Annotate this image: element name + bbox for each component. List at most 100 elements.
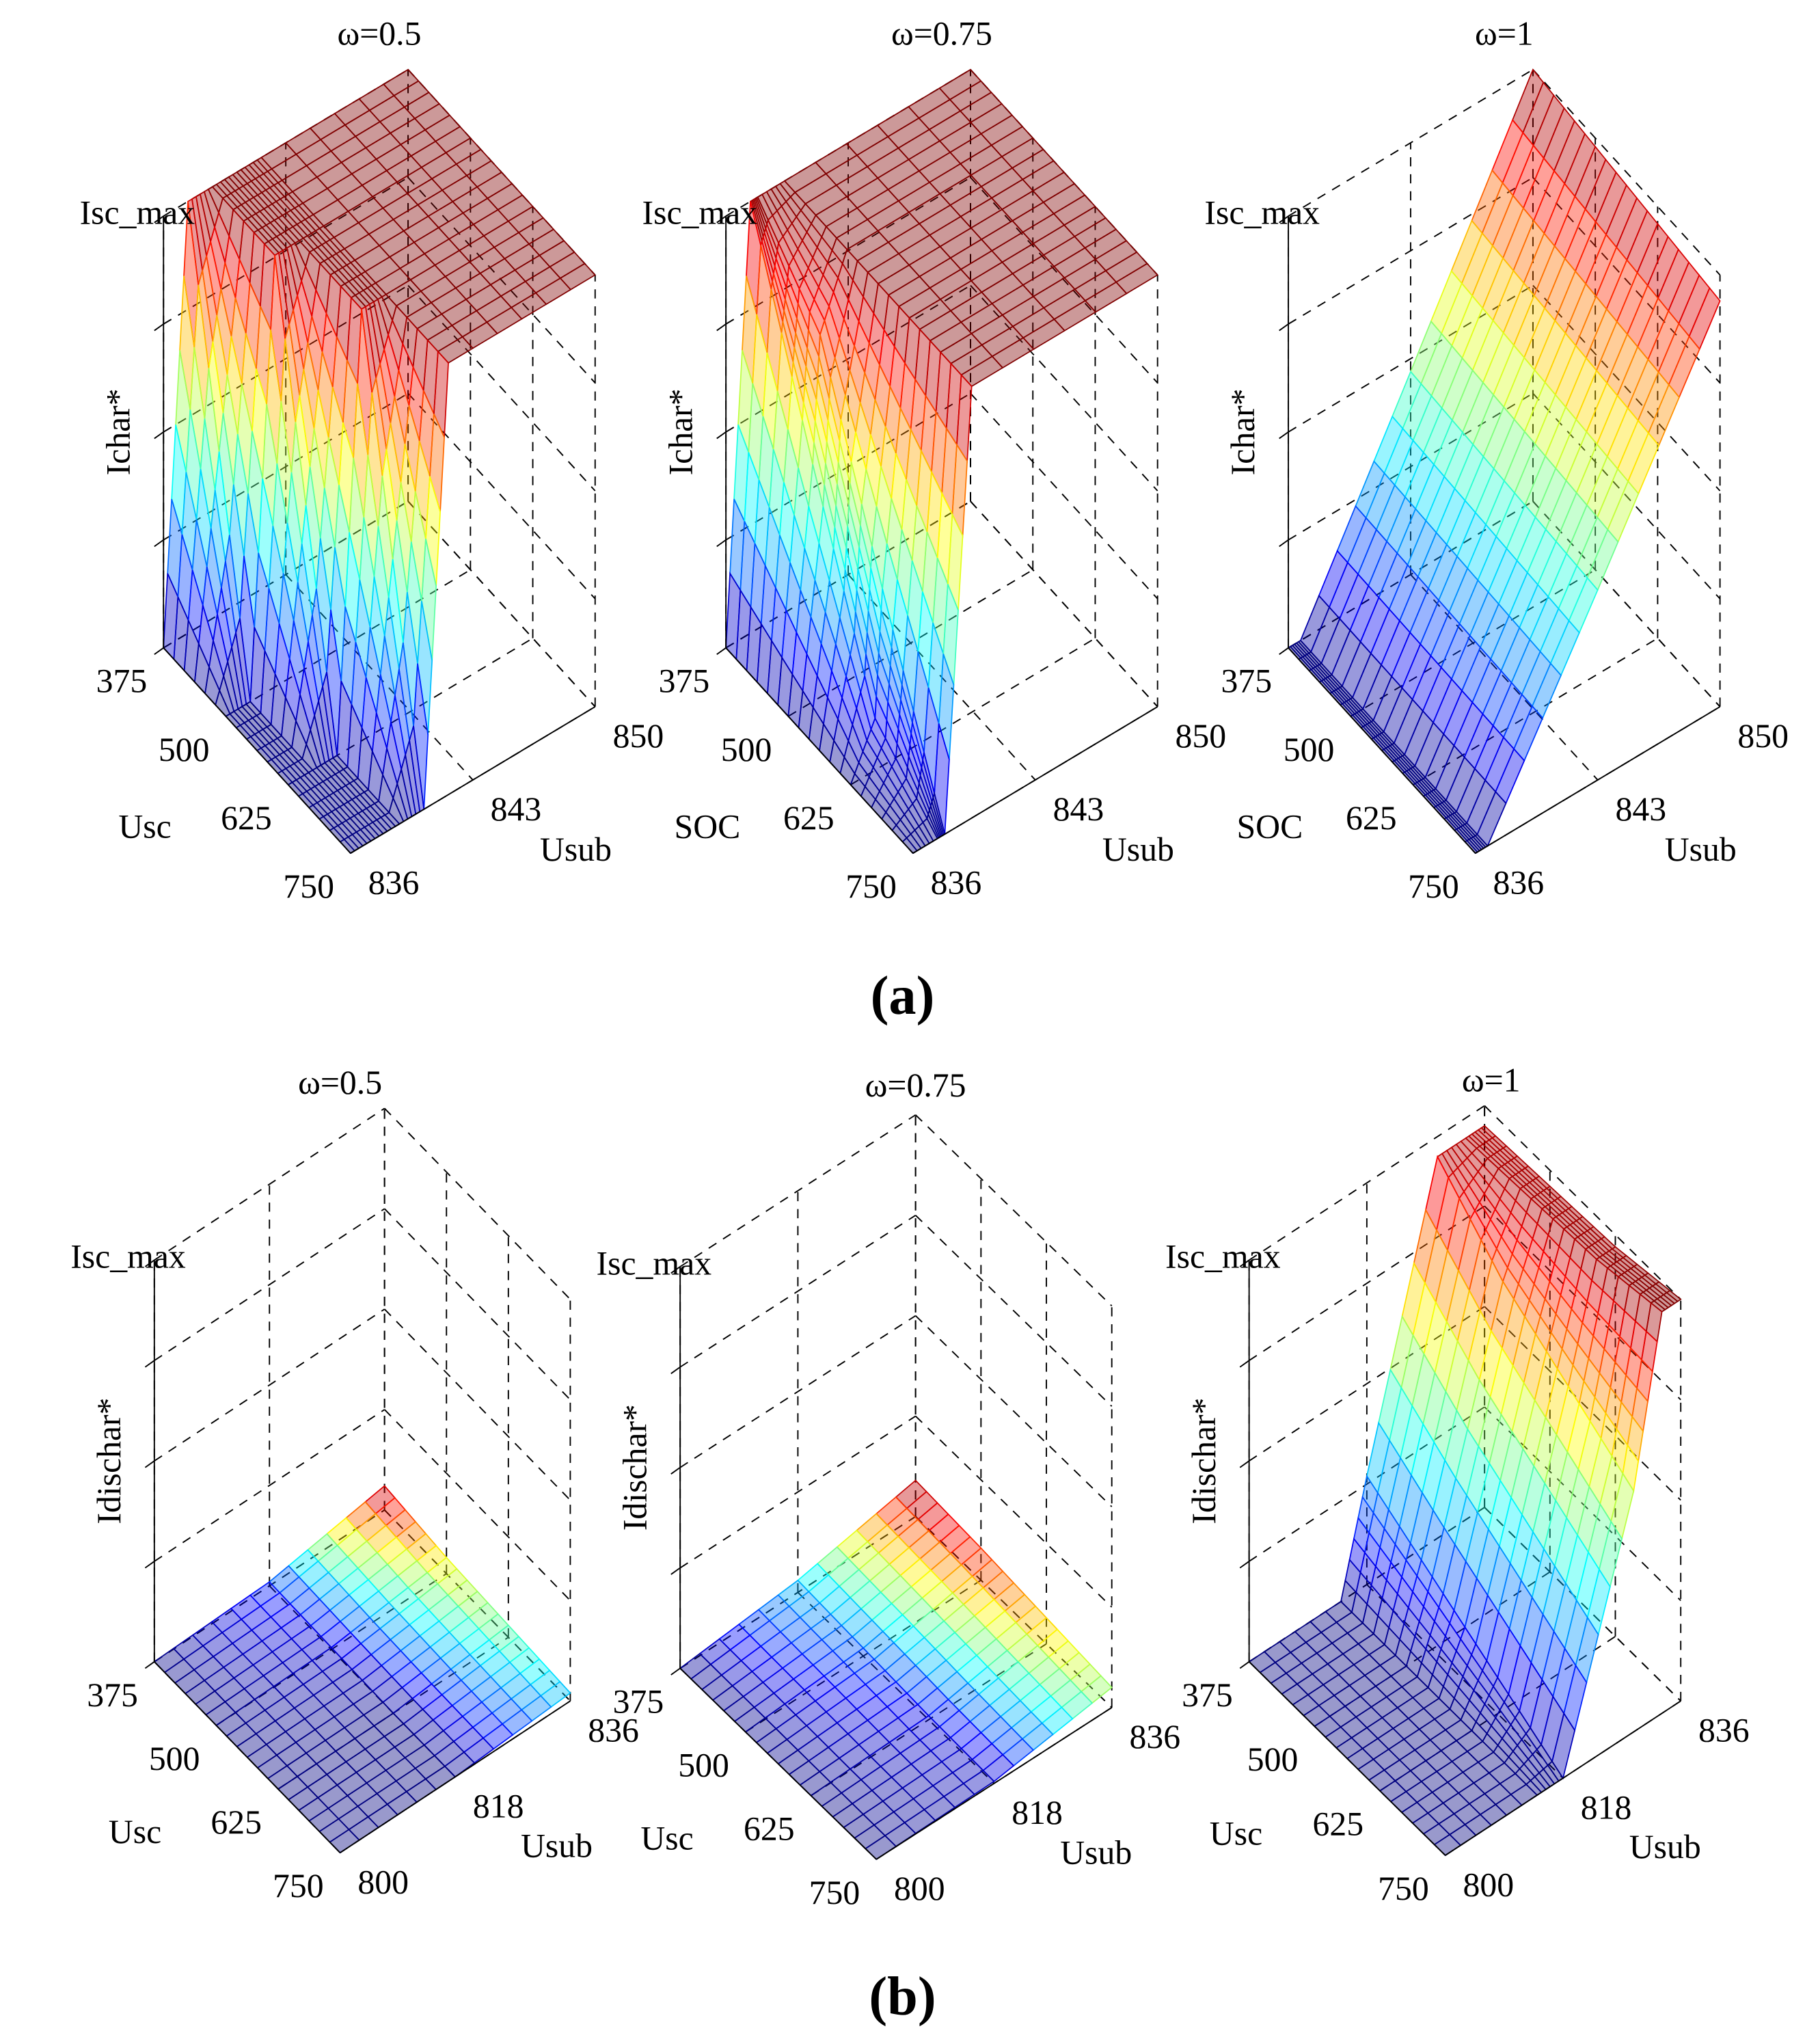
y-axis-label: Usub (540, 831, 612, 868)
z-tick (670, 1366, 681, 1375)
y-tick-label: 843 (1053, 790, 1104, 828)
y-tick-label: 818 (473, 1788, 524, 1825)
z-axis-label: Idischar* (90, 1398, 128, 1524)
y-axis (1475, 705, 1721, 854)
chart-title: ω=0.5 (298, 1064, 382, 1101)
x-tick-label: 750 (1378, 1870, 1429, 1907)
z-tick (144, 1460, 155, 1468)
x-tick-label: 375 (613, 1682, 664, 1720)
chart-title: ω=1 (1475, 14, 1534, 52)
x-tick-label: 375 (87, 1676, 138, 1714)
z-tick (1239, 1360, 1250, 1368)
surface-plot: ω=0.75 375 500 625 750 836 843 850 Isc_max SOC Usu… (642, 14, 1227, 905)
wall-grid-line (1288, 284, 1534, 433)
y-axis-label: Usub (1629, 1828, 1701, 1866)
y-tick-label: 800 (1463, 1866, 1515, 1903)
z-tick-label: Isc_max (1204, 194, 1320, 232)
wall-grid-line (970, 177, 1158, 384)
z-tick (144, 1259, 155, 1267)
wall-grid-line (1288, 68, 1534, 217)
z-tick (670, 1667, 681, 1676)
z-tick-label: Isc_max (1165, 1238, 1281, 1276)
wall-grid-line (163, 500, 409, 649)
wall-grid-line (383, 1208, 571, 1401)
x-tick-label: 500 (149, 1740, 200, 1777)
wall-grid-line (914, 1415, 1113, 1608)
y-axis-label: Usub (521, 1827, 593, 1865)
wall-grid-line (383, 1509, 571, 1702)
floor-grid-line (1366, 1584, 1564, 1779)
surface-plot: ω=0.5 375 500 625 750 836 843 850 Isc_max Usc Usub… (80, 14, 664, 905)
wall-grid-line (383, 1107, 571, 1300)
chart-title: ω=0.75 (891, 14, 992, 52)
x-tick-label: 750 (809, 1874, 860, 1911)
z-tick (144, 1561, 155, 1569)
z-tick-label: Isc_max (70, 1238, 186, 1276)
surface-plot: ω=0.75 375 500 625 750 800 818 836 Isc_max Usc Usu… (597, 1066, 1181, 1911)
wall-grid-line (679, 1315, 917, 1468)
x-tick-label: 750 (1408, 868, 1459, 905)
wall-grid-line (407, 284, 596, 492)
surface-plot: ω=1 375 500 625 750 836 843 850 Isc_max SOC Usub Ic… (1204, 14, 1789, 905)
panel-label: (a) (871, 965, 935, 1026)
y-axis (340, 1700, 571, 1854)
wall-grid-line (679, 1415, 917, 1569)
wall-grid-line (1249, 1406, 1485, 1562)
z-tick (154, 539, 164, 548)
x-tick-label: 500 (1247, 1740, 1299, 1778)
x-axis-label: SOC (675, 807, 741, 845)
y-tick-label: 836 (1698, 1712, 1750, 1749)
wall-grid-line (1249, 1306, 1485, 1462)
z-tick (154, 215, 164, 224)
x-tick-label: 750 (273, 1867, 324, 1905)
z-tick (154, 323, 164, 332)
z-tick (716, 323, 727, 332)
y-tick-label: 843 (1616, 790, 1667, 828)
wall-grid-line (1249, 1507, 1485, 1663)
z-axis-label: Ichar* (662, 388, 699, 475)
x-tick-label: 625 (211, 1803, 262, 1841)
wall-grid-line (725, 284, 971, 433)
y-tick-label: 836 (1130, 1718, 1181, 1756)
z-tick-label: Isc_max (80, 194, 195, 232)
y-axis (1445, 1700, 1681, 1856)
z-tick (716, 539, 727, 548)
wall-grid-line (679, 1114, 917, 1267)
z-axis-label: Ichar* (1224, 388, 1262, 475)
wall-grid-line (1532, 392, 1721, 600)
wall-grid-line (383, 1409, 571, 1602)
wall-grid-line (407, 392, 596, 600)
x-tick-label: 625 (1346, 799, 1397, 837)
z-tick (154, 647, 164, 656)
z-tick (670, 1567, 681, 1575)
x-tick-label: 375 (96, 662, 148, 700)
wall-grid-line (163, 392, 409, 541)
y-axis-label: Usub (1060, 1833, 1132, 1871)
z-tick (1239, 1661, 1250, 1669)
wall-grid-line (1288, 392, 1534, 541)
z-tick (1279, 647, 1289, 656)
wall-grid-line (154, 1409, 385, 1562)
y-tick-label: 836 (588, 1712, 639, 1749)
x-axis (1288, 647, 1476, 854)
wall-grid-line (914, 1215, 1113, 1407)
y-axis-label: Usub (1665, 831, 1737, 868)
x-tick-label: 500 (721, 731, 772, 768)
wall-grid-line (1484, 1105, 1681, 1300)
wall-grid-line (970, 500, 1158, 708)
wall-grid-line (1532, 177, 1721, 384)
wall-grid-line (407, 500, 596, 708)
wall-grid-line (1484, 1406, 1681, 1602)
wall-grid-line (1484, 1507, 1681, 1702)
z-tick (1279, 431, 1289, 440)
wall-grid-line (1532, 284, 1721, 492)
wall-grid-line (1532, 500, 1721, 708)
x-axis-label: Usc (1210, 1814, 1262, 1852)
wall-grid-line (163, 284, 409, 433)
z-tick (716, 215, 727, 224)
wall-grid-line (154, 1208, 385, 1361)
wall-grid-line (383, 1308, 571, 1501)
wall-grid-line (1532, 69, 1721, 275)
wall-grid-line (970, 284, 1158, 492)
wall-grid-line (407, 177, 596, 384)
